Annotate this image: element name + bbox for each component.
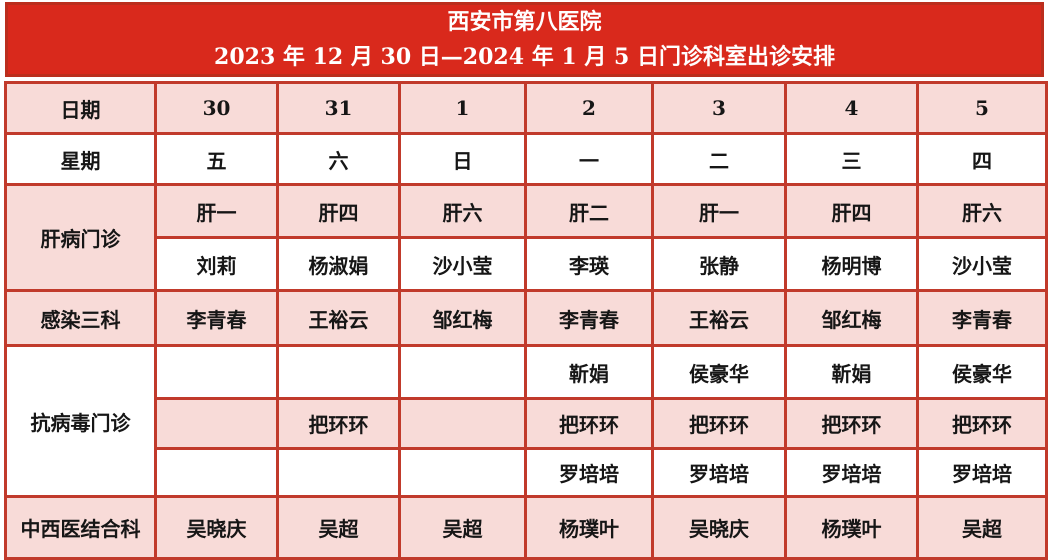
date-cell: 5 [916, 81, 1048, 135]
row-label-date: 日期 [4, 81, 157, 135]
doctor-cell: 杨璞叶 [784, 495, 919, 560]
date-cell: 3 [651, 81, 787, 135]
week-cell: 日 [398, 132, 527, 186]
doctor-cell: 靳娟 [524, 344, 654, 400]
integrative-dept-row: 中西医结合科 吴晓庆 吴超 吴超 杨璞叶 吴晓庆 杨璞叶 吴超 [4, 495, 1048, 560]
doctor-cell [276, 447, 401, 498]
doctor-cell: 李青春 [524, 289, 654, 347]
infection-dept-row: 感染三科 李青春 王裕云 邹红梅 李青春 王裕云 邹红梅 李青春 [4, 289, 1048, 347]
doctor-cell: 罗培培 [524, 447, 654, 498]
doctor-cell: 把环环 [276, 397, 401, 450]
date-cell: 1 [398, 81, 527, 135]
row-label-liver-clinic: 肝病门诊 [4, 183, 157, 292]
doctor-cell: 罗培培 [916, 447, 1048, 498]
clinic-cell: 肝四 [276, 183, 401, 239]
doctor-cell: 吴超 [916, 495, 1048, 560]
antiviral-row-3: 罗培培 罗培培 罗培培 罗培培 [6, 447, 1048, 498]
week-cell: 六 [276, 132, 401, 186]
doctor-cell: 把环环 [784, 397, 919, 450]
doctor-cell: 靳娟 [784, 344, 919, 400]
doctor-cell: 侯豪华 [916, 344, 1048, 400]
doctor-cell: 把环环 [916, 397, 1048, 450]
title-banner: 西安市第八医院 2023 年 12 月 30 日—2024 年 1 月 5 日门… [5, 2, 1044, 77]
row-label-integrative-dept: 中西医结合科 [4, 495, 157, 560]
date-cell: 2 [524, 81, 654, 135]
doctor-cell: 吴晓庆 [651, 495, 787, 560]
doctor-cell: 李瑛 [524, 236, 654, 292]
date-row: 日期 30 31 1 2 3 4 5 [4, 81, 1048, 135]
doctor-cell: 吴超 [276, 495, 401, 560]
schedule-table: 日期 30 31 1 2 3 4 5 星期 五 六 日 一 二 三 四 肝病门诊… [4, 81, 1048, 560]
doctor-cell [276, 344, 401, 400]
hospital-name: 西安市第八医院 [447, 9, 602, 35]
clinic-cell: 肝一 [154, 183, 279, 239]
clinic-cell: 肝四 [784, 183, 919, 239]
week-cell: 二 [651, 132, 787, 186]
clinic-cell: 肝六 [398, 183, 527, 239]
date-cell: 4 [784, 81, 919, 135]
doctor-cell [154, 344, 279, 400]
doctor-cell: 把环环 [651, 397, 787, 450]
doctor-cell: 邹红梅 [398, 289, 527, 347]
doctor-cell: 李青春 [154, 289, 279, 347]
week-cell: 一 [524, 132, 654, 186]
doctor-cell [154, 397, 279, 450]
doctor-cell: 杨明博 [784, 236, 919, 292]
doctor-cell: 李青春 [916, 289, 1048, 347]
date-cell: 30 [154, 81, 279, 135]
doctor-cell: 邹红梅 [784, 289, 919, 347]
antiviral-row-2: 把环环 把环环 把环环 把环环 把环环 [6, 397, 1048, 450]
doctor-cell: 吴超 [398, 495, 527, 560]
doctor-cell: 王裕云 [651, 289, 787, 347]
row-label-infection-dept: 感染三科 [4, 289, 157, 347]
doctor-cell: 沙小莹 [916, 236, 1048, 292]
doctor-cell: 罗培培 [784, 447, 919, 498]
doctor-cell: 刘莉 [154, 236, 279, 292]
doctor-cell [398, 397, 527, 450]
doctor-cell: 王裕云 [276, 289, 401, 347]
doctor-cell: 张静 [651, 236, 787, 292]
liver-doctor-row: 刘莉 杨淑娟 沙小莹 李瑛 张静 杨明博 沙小莹 [6, 236, 1048, 292]
antiviral-row-1: 抗病毒门诊 靳娟 侯豪华 靳娟 侯豪华 [4, 344, 1048, 498]
week-row: 星期 五 六 日 一 二 三 四 [4, 132, 1048, 186]
row-label-week: 星期 [4, 132, 157, 186]
date-cell: 31 [276, 81, 401, 135]
clinic-cell: 肝六 [916, 183, 1048, 239]
doctor-cell: 吴晓庆 [154, 495, 279, 560]
row-label-antiviral-clinic: 抗病毒门诊 [4, 344, 157, 498]
doctor-cell: 侯豪华 [651, 344, 787, 400]
doctor-cell: 把环环 [524, 397, 654, 450]
doctor-cell: 杨璞叶 [524, 495, 654, 560]
week-cell: 三 [784, 132, 919, 186]
clinic-cell: 肝二 [524, 183, 654, 239]
doctor-cell [398, 344, 527, 400]
doctor-cell [398, 447, 527, 498]
doctor-cell [154, 447, 279, 498]
doctor-cell: 杨淑娟 [276, 236, 401, 292]
clinic-cell: 肝一 [651, 183, 787, 239]
week-cell: 五 [154, 132, 279, 186]
week-cell: 四 [916, 132, 1048, 186]
doctor-cell: 罗培培 [651, 447, 787, 498]
schedule-title: 2023 年 12 月 30 日—2024 年 1 月 5 日门诊科室出诊安排 [214, 44, 835, 70]
liver-clinic-row: 肝病门诊 肝一 肝四 肝六 肝二 肝一 肝四 肝六 [4, 183, 1048, 292]
doctor-cell: 沙小莹 [398, 236, 527, 292]
